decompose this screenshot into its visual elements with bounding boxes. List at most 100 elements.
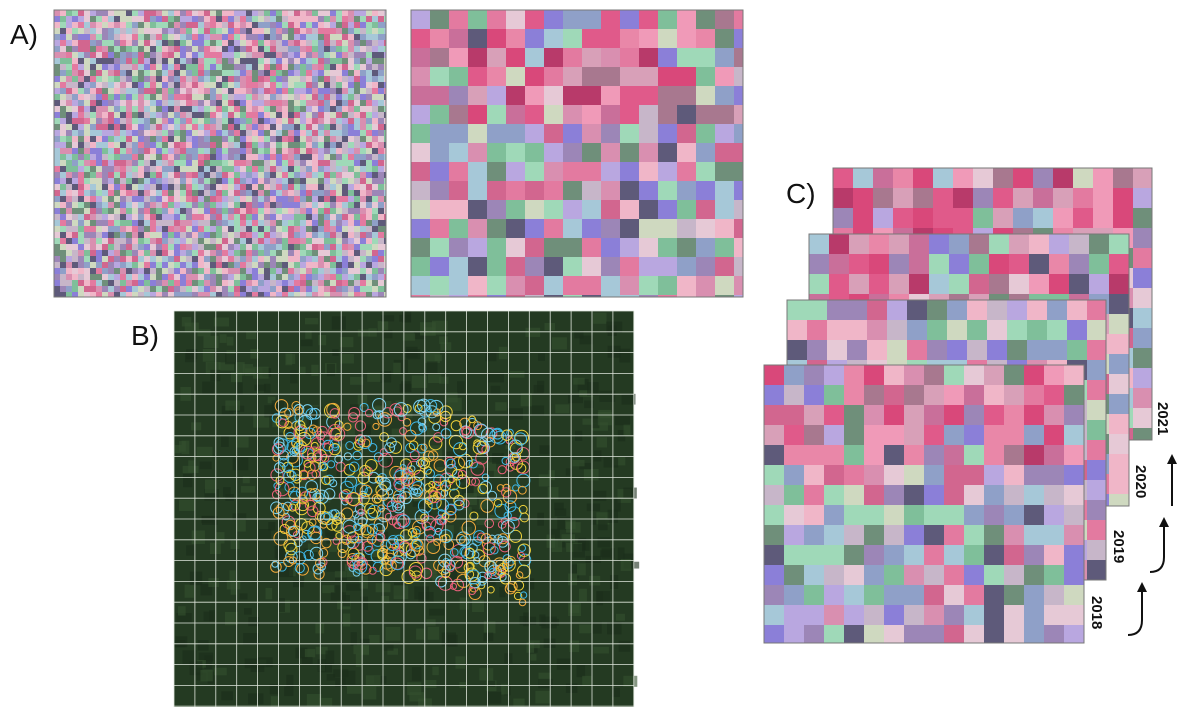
pixel bbox=[240, 34, 246, 40]
pixel bbox=[372, 172, 378, 178]
pixel bbox=[342, 70, 348, 76]
pixel bbox=[378, 280, 384, 286]
pixel bbox=[138, 154, 144, 160]
pixel bbox=[210, 142, 216, 148]
pixel bbox=[240, 70, 246, 76]
pixel bbox=[300, 28, 306, 34]
pixel bbox=[354, 112, 360, 118]
pixel bbox=[1133, 368, 1152, 388]
pixel bbox=[270, 22, 276, 28]
pixel bbox=[288, 118, 294, 124]
pixel bbox=[312, 250, 318, 256]
pixel bbox=[348, 226, 354, 232]
pixel bbox=[96, 10, 102, 16]
pixel bbox=[210, 172, 216, 178]
pixel bbox=[306, 166, 312, 172]
pixel bbox=[66, 244, 72, 250]
pixel bbox=[144, 148, 150, 154]
pixel bbox=[348, 160, 354, 166]
pixel bbox=[544, 10, 563, 29]
pixel bbox=[192, 226, 198, 232]
imagery bbox=[54, 10, 1152, 707]
pixel bbox=[138, 106, 144, 112]
pixel bbox=[306, 154, 312, 160]
pixel bbox=[114, 166, 120, 172]
pixel bbox=[324, 184, 330, 190]
pixel bbox=[246, 70, 252, 76]
pixel bbox=[282, 34, 288, 40]
pixel bbox=[449, 162, 468, 181]
pixel bbox=[78, 136, 84, 142]
pixel bbox=[336, 256, 342, 262]
pixel bbox=[330, 58, 336, 64]
pixel bbox=[120, 166, 126, 172]
texture bbox=[510, 371, 525, 378]
pixel bbox=[258, 40, 264, 46]
satellite-image bbox=[174, 311, 639, 707]
pixel bbox=[210, 28, 216, 34]
pixel bbox=[336, 124, 342, 130]
pixel bbox=[288, 136, 294, 142]
pixel bbox=[246, 184, 252, 190]
pixel bbox=[336, 10, 342, 16]
pixel bbox=[120, 94, 126, 100]
pixel bbox=[300, 238, 306, 244]
pixel bbox=[240, 22, 246, 28]
pixel bbox=[294, 214, 300, 220]
pixel bbox=[620, 105, 639, 124]
pixel bbox=[120, 172, 126, 178]
pixel bbox=[204, 190, 210, 196]
pixel bbox=[138, 220, 144, 226]
pixel bbox=[132, 148, 138, 154]
pixel bbox=[126, 28, 132, 34]
texture bbox=[271, 696, 278, 707]
pixel bbox=[270, 268, 276, 274]
pixel bbox=[174, 124, 180, 130]
pixel bbox=[216, 70, 222, 76]
pixel bbox=[264, 64, 270, 70]
pixel bbox=[1133, 428, 1152, 440]
pixel bbox=[180, 154, 186, 160]
pixel bbox=[144, 160, 150, 166]
pixel bbox=[360, 16, 366, 22]
pixel bbox=[96, 178, 102, 184]
pixel bbox=[72, 256, 78, 262]
pixel bbox=[150, 220, 156, 226]
texture bbox=[290, 370, 297, 383]
pixel bbox=[186, 58, 192, 64]
pixel bbox=[639, 48, 658, 67]
pixel bbox=[180, 142, 186, 148]
pixel bbox=[544, 257, 563, 276]
pixel bbox=[933, 188, 953, 208]
pixel bbox=[658, 162, 677, 181]
pixel bbox=[582, 67, 601, 86]
pixel bbox=[849, 234, 869, 254]
pixel bbox=[156, 22, 162, 28]
pixel bbox=[198, 28, 204, 34]
pixel bbox=[336, 250, 342, 256]
pixel bbox=[258, 190, 264, 196]
pixel bbox=[449, 29, 468, 48]
pixel bbox=[378, 190, 384, 196]
pixel bbox=[330, 160, 336, 166]
pixel bbox=[66, 148, 72, 154]
pixel bbox=[84, 244, 90, 250]
pixel bbox=[984, 445, 1004, 465]
pixel bbox=[138, 142, 144, 148]
pixel bbox=[96, 250, 102, 256]
pixel bbox=[168, 148, 174, 154]
pixel bbox=[360, 202, 366, 208]
pixel bbox=[120, 100, 126, 106]
pixel bbox=[342, 256, 348, 262]
pixel bbox=[216, 262, 222, 268]
pixel bbox=[366, 262, 372, 268]
pixel bbox=[66, 256, 72, 262]
pixel bbox=[78, 172, 84, 178]
pixel bbox=[582, 10, 601, 29]
pixel bbox=[348, 64, 354, 70]
pixel bbox=[366, 220, 372, 226]
pixel bbox=[809, 254, 829, 274]
pixel bbox=[294, 226, 300, 232]
pixel bbox=[824, 585, 844, 605]
pixel bbox=[210, 214, 216, 220]
